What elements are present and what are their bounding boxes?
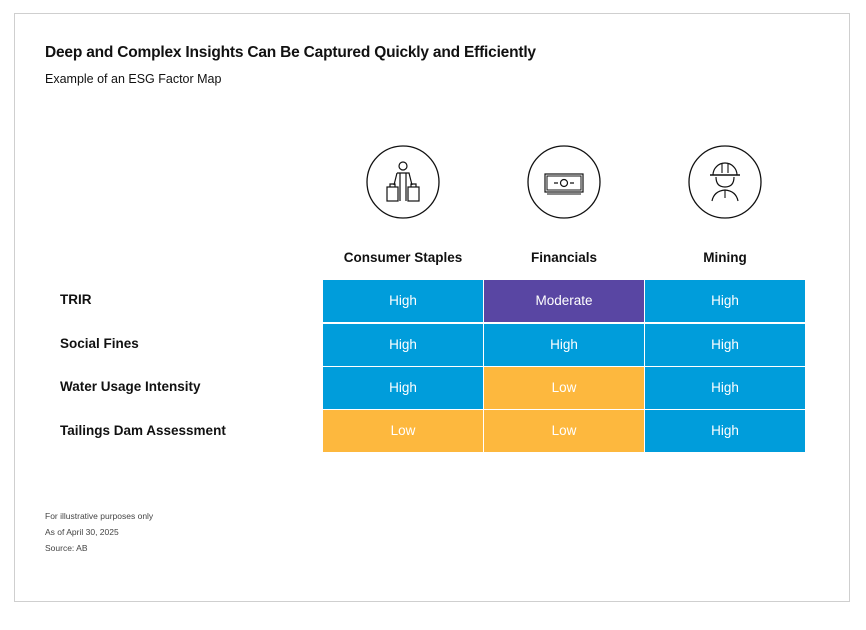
cell-water-usage-intensity-consumer-staples: High [323, 367, 483, 409]
column-header-consumer-staples: Consumer Staples [343, 250, 463, 265]
footnote-as-of-date: As of April 30, 2025 [45, 527, 119, 537]
cell-tailings-dam-assessment-consumer-staples: Low [323, 410, 483, 452]
column-header-financials: Financials [530, 250, 598, 265]
column-header-mining: Mining [703, 250, 747, 265]
cell-water-usage-intensity-mining: High [645, 367, 805, 409]
cell-social-fines-financials: High [484, 324, 644, 366]
row-label-tailings-dam-assessment: Tailings Dam Assessment [60, 423, 226, 438]
chart-title: Deep and Complex Insights Can Be Capture… [45, 44, 536, 61]
row-label-social-fines: Social Fines [60, 336, 139, 351]
cell-social-fines-consumer-staples: High [323, 324, 483, 366]
chart-subtitle: Example of an ESG Factor Map [45, 72, 222, 86]
cell-trir-mining: High [645, 280, 805, 322]
cell-water-usage-intensity-financials: Low [484, 367, 644, 409]
cell-tailings-dam-assessment-financials: Low [484, 410, 644, 452]
cell-trir-financials: Moderate [484, 280, 644, 322]
cell-tailings-dam-assessment-mining: High [645, 410, 805, 452]
footnote-illustrative: For illustrative purposes only [45, 511, 154, 521]
miner-hardhat-icon [688, 145, 762, 219]
row-label-water-usage-intensity: Water Usage Intensity [60, 379, 201, 394]
cell-social-fines-mining: High [645, 324, 805, 366]
shopper-with-bags-icon [366, 145, 440, 219]
banknote-icon [527, 145, 601, 219]
row-label-trir: TRIR [60, 292, 92, 307]
footnote-source: Source: AB [45, 543, 88, 553]
chart-frame [14, 13, 850, 602]
cell-trir-consumer-staples: High [323, 280, 483, 322]
